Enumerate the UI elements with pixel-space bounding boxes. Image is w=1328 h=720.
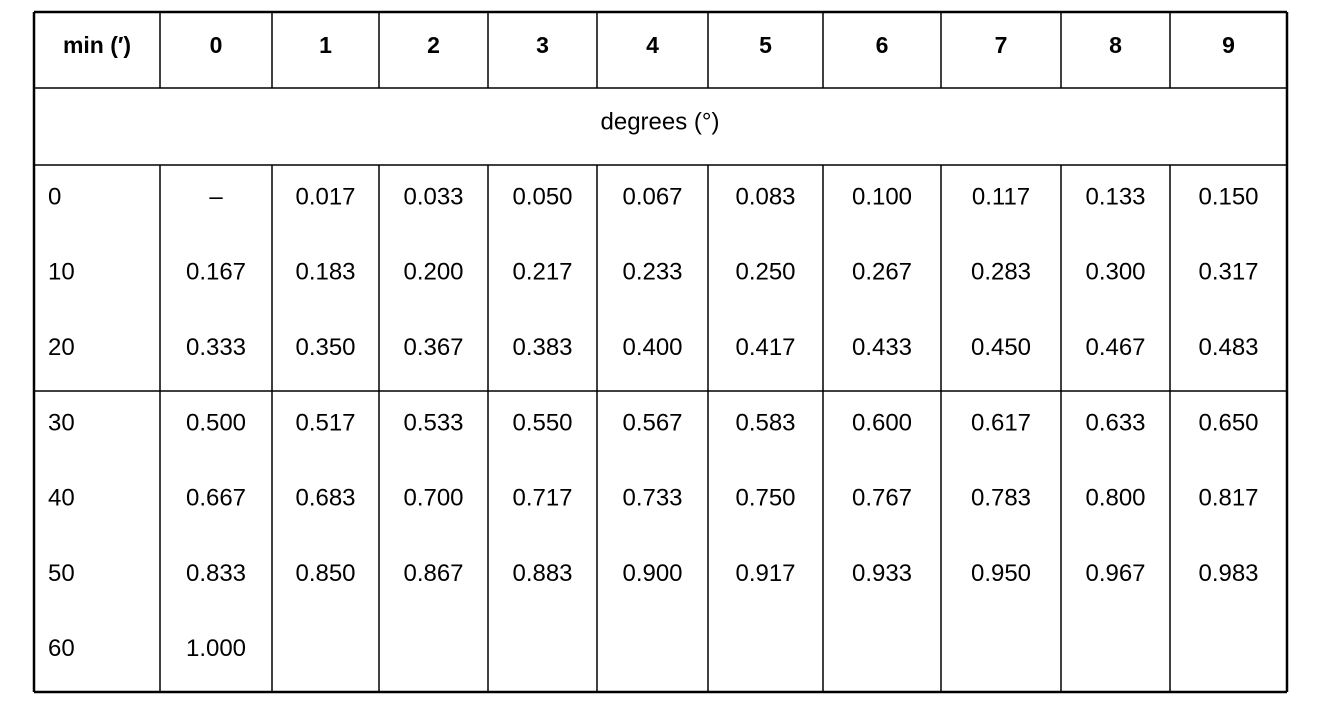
cell: 0.150 (1198, 183, 1258, 210)
cell: 0.783 (971, 485, 1031, 512)
cell: 0.417 (735, 334, 795, 361)
row-label: 10 (48, 259, 75, 286)
row-label: 30 (48, 409, 75, 436)
cell: 0.533 (403, 409, 463, 436)
cell: 0.800 (1085, 485, 1145, 512)
cell: 0.967 (1085, 560, 1145, 587)
header-cell: 5 (759, 32, 772, 58)
cell: 0.167 (186, 259, 246, 286)
cell: 0.383 (512, 334, 572, 361)
cell: 0.367 (403, 334, 463, 361)
header-cell: 1 (319, 32, 332, 58)
cell: 0.017 (295, 183, 355, 210)
cell: 0.233 (622, 259, 682, 286)
cell: 0.833 (186, 560, 246, 587)
cell: 0.700 (403, 485, 463, 512)
header-cell: 9 (1222, 32, 1235, 58)
header-cell: 2 (427, 32, 440, 58)
cell: 0.767 (852, 485, 912, 512)
cell: 0.183 (295, 259, 355, 286)
cell: 0.650 (1198, 409, 1258, 436)
cell: 0.733 (622, 485, 682, 512)
cell: 0.267 (852, 259, 912, 286)
row-label: 60 (48, 635, 75, 662)
cell: 0.317 (1198, 259, 1258, 286)
cell: 0.750 (735, 485, 795, 512)
cell: 0.633 (1085, 409, 1145, 436)
header-cell: 3 (536, 32, 549, 58)
cell: 0.083 (735, 183, 795, 210)
cell: 0.067 (622, 183, 682, 210)
row-label: 20 (48, 334, 75, 361)
subheader: degrees (°) (601, 108, 720, 135)
cell: 0.100 (852, 183, 912, 210)
header-cell: 0 (210, 32, 223, 58)
cell: 0.467 (1085, 334, 1145, 361)
cell: 0.400 (622, 334, 682, 361)
header-cell: min (′) (63, 32, 131, 58)
cell: 0.850 (295, 560, 355, 587)
cell: 0.717 (512, 485, 572, 512)
cell: 0.450 (971, 334, 1031, 361)
cell: 0.933 (852, 560, 912, 587)
cell: 0.250 (735, 259, 795, 286)
row-label: 40 (48, 485, 75, 512)
cell: – (209, 183, 223, 210)
row-label: 50 (48, 560, 75, 587)
cell: 0.683 (295, 485, 355, 512)
cell: 0.617 (971, 409, 1031, 436)
cell: 0.667 (186, 485, 246, 512)
cell: 0.500 (186, 409, 246, 436)
header-cell: 6 (876, 32, 889, 58)
cell: 0.033 (403, 183, 463, 210)
cell: 0.217 (512, 259, 572, 286)
cell: 0.567 (622, 409, 682, 436)
cell: 0.883 (512, 560, 572, 587)
cell: 0.133 (1085, 183, 1145, 210)
row-label: 0 (48, 183, 61, 210)
cell: 0.350 (295, 334, 355, 361)
cell: 0.983 (1198, 560, 1258, 587)
cell: 0.817 (1198, 485, 1258, 512)
cell: 0.600 (852, 409, 912, 436)
header-cell: 7 (995, 32, 1008, 58)
cell: 0.900 (622, 560, 682, 587)
cell: 0.333 (186, 334, 246, 361)
cell: 0.917 (735, 560, 795, 587)
cell: 0.283 (971, 259, 1031, 286)
cell: 0.300 (1085, 259, 1145, 286)
cell: 0.583 (735, 409, 795, 436)
cell: 0.867 (403, 560, 463, 587)
header-cell: 8 (1109, 32, 1122, 58)
cell: 0.550 (512, 409, 572, 436)
header-cell: 4 (646, 32, 659, 58)
cell: 0.200 (403, 259, 463, 286)
cell: 1.000 (186, 635, 246, 662)
cell: 0.483 (1198, 334, 1258, 361)
cell: 0.050 (512, 183, 572, 210)
cell: 0.433 (852, 334, 912, 361)
cell: 0.117 (972, 183, 1030, 210)
cell: 0.517 (295, 409, 355, 436)
cell: 0.950 (971, 560, 1031, 587)
